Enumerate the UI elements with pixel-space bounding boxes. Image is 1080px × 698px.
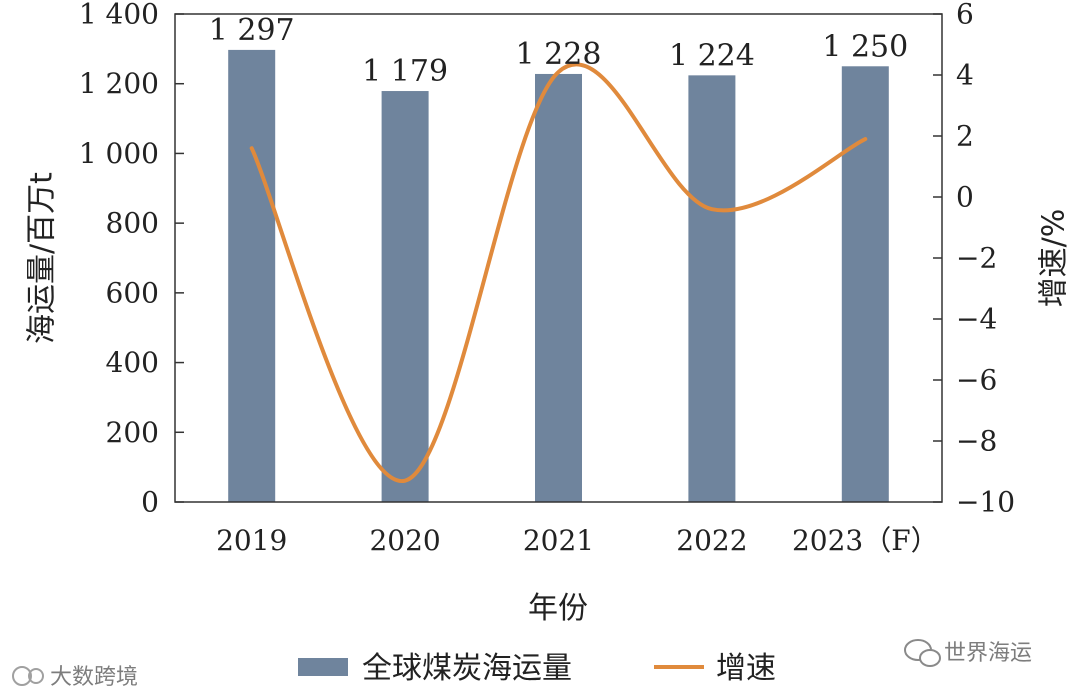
y-tick-label-3: 600 [106, 276, 159, 309]
y-tick-label-0: 0 [141, 486, 159, 519]
legend-bar-label: 全球煤炭海运量 [362, 651, 572, 686]
watermark-left: 大数跨境 [12, 665, 138, 690]
wechat-icon-2 [919, 649, 941, 667]
y2-tick-label-7: 4 [956, 59, 974, 92]
bar-label-1: 1 179 [362, 54, 448, 89]
x-tick-label-0: 2019 [216, 524, 287, 557]
watermark-logo-icon-2 [28, 668, 44, 684]
y-tick-label-6: 1 200 [79, 67, 159, 100]
y-tick-label-7: 1 400 [79, 0, 159, 31]
y-tick-label-5: 1 000 [79, 137, 159, 170]
bar-2 [535, 73, 582, 502]
data-labels-group: 1 297 1 179 1 228 1 224 1 250 [209, 13, 908, 89]
right-axis: −10 −8 −6 −4 −2 0 2 4 6 [933, 0, 1015, 519]
y2-tick-label-4: −2 [956, 242, 997, 275]
x-tick-label-1: 2020 [369, 524, 440, 557]
y-tick-label-2: 400 [106, 346, 159, 379]
watermark-right-text: 世界海运 [944, 641, 1032, 666]
y2-tick-label-8: 6 [956, 0, 974, 31]
x-tick-label-4: 2023（F） [792, 524, 939, 557]
y2-tick-label-3: −4 [956, 303, 997, 336]
x-tick-label-2: 2021 [523, 524, 594, 557]
growth-line-series [249, 62, 868, 483]
y2-tick-label-6: 2 [956, 120, 974, 153]
left-axis: 0 200 400 600 800 1 000 1 200 1 400 [79, 0, 184, 519]
bar-label-3: 1 224 [669, 38, 755, 73]
watermark-left-text: 大数跨境 [50, 665, 138, 690]
bars-group [228, 49, 889, 503]
bar-3 [688, 75, 736, 502]
y-tick-label-4: 800 [106, 207, 159, 240]
x-axis: 2019 2020 2021 2022 2023（F） [216, 524, 939, 557]
y2-axis-title: 增速/% [1037, 209, 1072, 308]
y2-tick-label-5: 0 [956, 181, 974, 214]
x-axis-title: 年份 [528, 591, 588, 626]
bar-0 [228, 49, 276, 502]
legend-line-label: 增速 [716, 651, 776, 686]
y2-tick-label-0: −10 [956, 486, 1015, 519]
x-tick-label-3: 2022 [676, 524, 747, 557]
legend: 全球煤炭海运量 增速 [298, 651, 776, 686]
y-axis-title: 海运量/百万t [25, 172, 60, 344]
y-tick-label-1: 200 [106, 416, 159, 449]
bar-1 [381, 91, 429, 502]
bar-4 [841, 66, 889, 503]
y2-tick-label-1: −8 [956, 425, 997, 458]
bar-label-0: 1 297 [209, 13, 295, 48]
watermark-logo-icon [12, 666, 32, 686]
watermark-right: 世界海运 [904, 639, 1032, 667]
legend-bar-swatch [298, 658, 348, 676]
bar-label-4: 1 250 [822, 29, 908, 64]
y2-tick-label-2: −6 [956, 364, 997, 397]
bar-label-2: 1 228 [516, 37, 602, 72]
